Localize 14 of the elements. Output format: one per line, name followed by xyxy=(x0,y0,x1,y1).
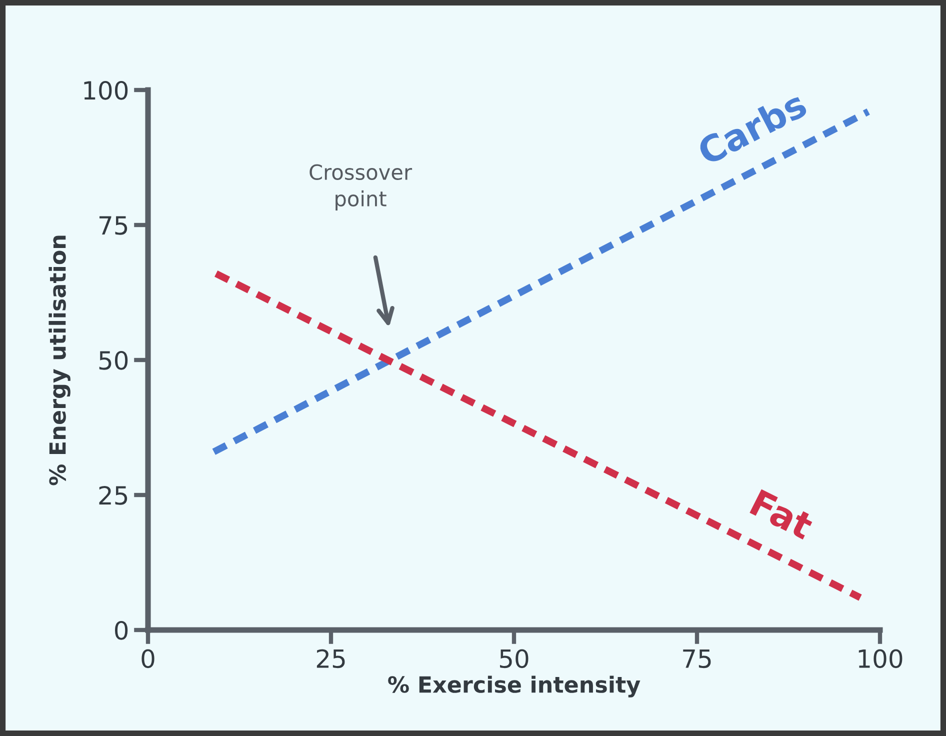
y-tick-label: 100 xyxy=(84,80,128,100)
x-tick-label: 50 xyxy=(500,649,528,668)
x-tick-label: 100 xyxy=(858,649,902,668)
y-axis-title: % Energy utilisation xyxy=(48,236,70,486)
annotation: Crossover point xyxy=(310,164,412,211)
y-tick-label: 25 xyxy=(99,486,128,505)
y-tick-label: 0 xyxy=(114,620,128,640)
y-tick-label: 75 xyxy=(99,216,128,235)
x-tick-label: 25 xyxy=(316,649,345,668)
text: Fat xyxy=(749,489,816,540)
x-axis-title: % Exercise intensity xyxy=(388,676,640,698)
y-tick-label: 50 xyxy=(99,350,128,370)
x-tick-label: 75 xyxy=(683,650,711,668)
x-tick-label: 0 xyxy=(142,649,154,668)
